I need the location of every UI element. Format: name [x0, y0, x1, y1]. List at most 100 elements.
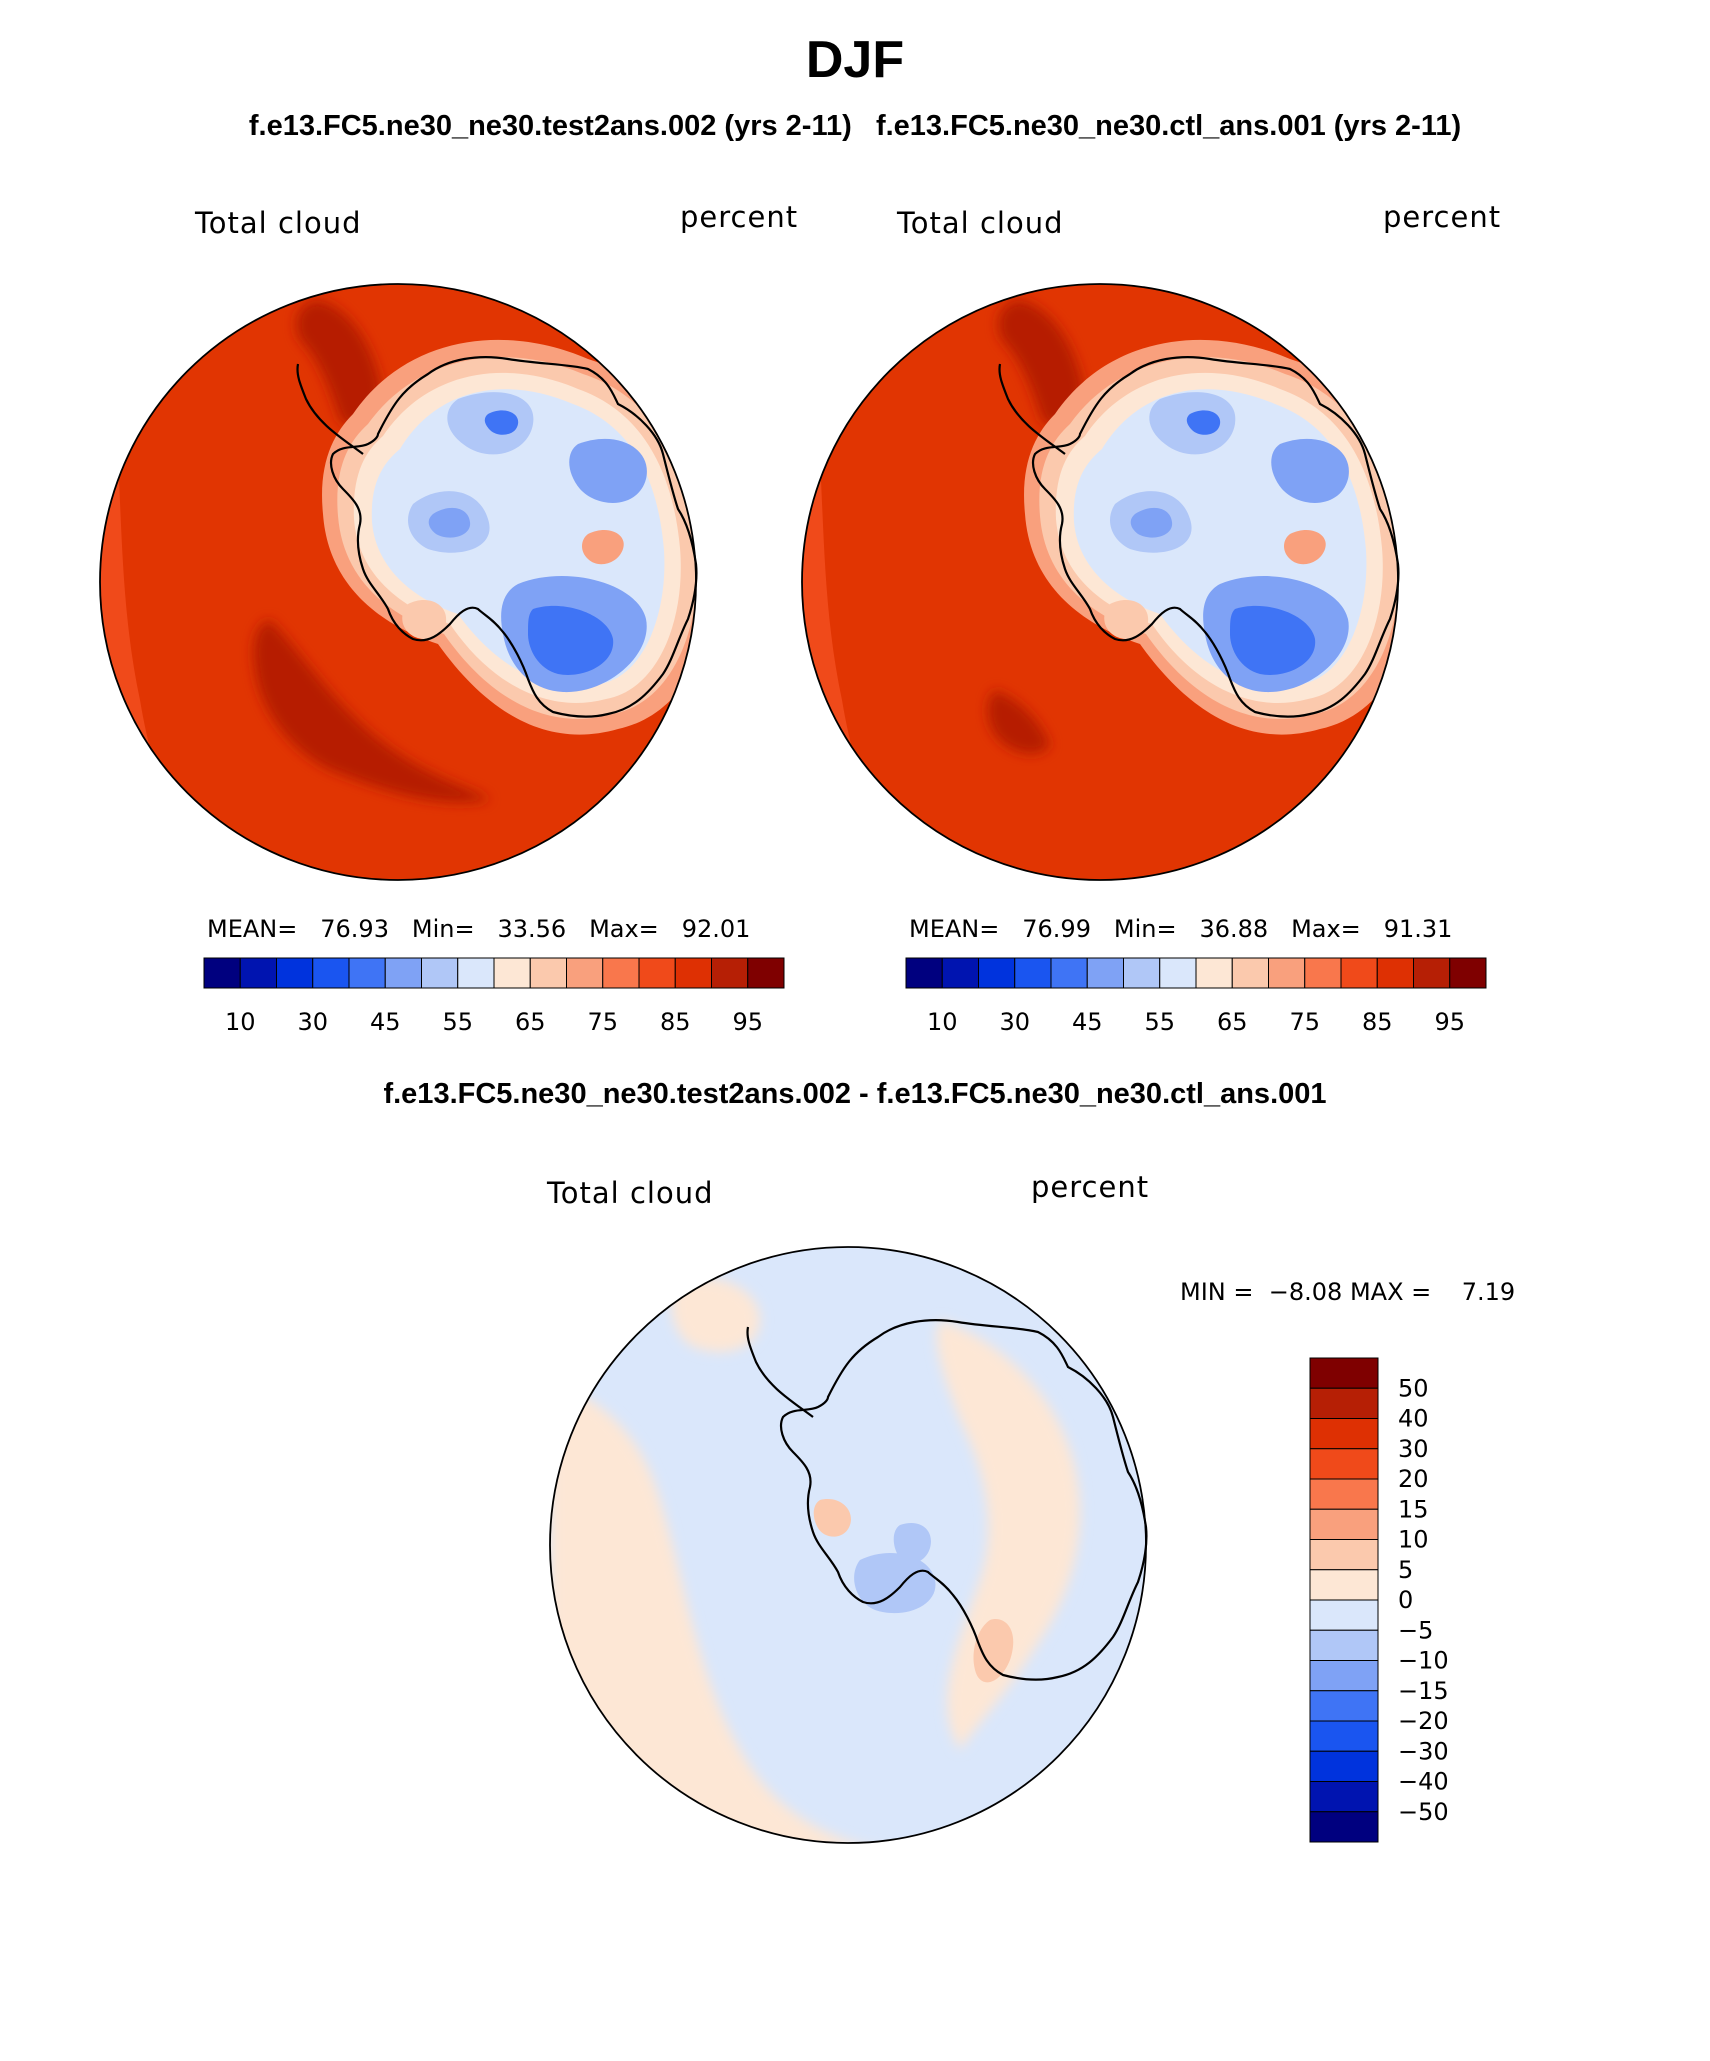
panel2-colorbar-box — [941, 957, 979, 989]
panel2-min: 36.88 — [1199, 915, 1269, 943]
panel3-stats: MIN = −8.08 MAX = 7.19 — [1180, 1278, 1516, 1306]
panel2-colorbar-box — [1231, 957, 1269, 989]
panel1-variable-label: Total cloud — [195, 206, 362, 240]
panel3-variable-label: Total cloud — [547, 1176, 714, 1210]
panel2-units-label: percent — [1383, 200, 1502, 234]
subtitle-left: f.e13.FC5.ne30_ne30.test2ans.002 (yrs 2-… — [248, 110, 852, 142]
panel1-colorbar-box — [203, 957, 241, 989]
panel2-colorbar-box — [1304, 957, 1342, 989]
panel1-colorbar-label: 55 — [442, 1008, 473, 1036]
panel3-max: 7.19 — [1461, 1278, 1516, 1306]
difference-colorbar-label: 20 — [1398, 1465, 1429, 1493]
panel2-colorbar-label: 75 — [1289, 1008, 1320, 1036]
difference-colorbar-label: 10 — [1398, 1526, 1429, 1554]
panel2-map — [801, 283, 1400, 881]
difference-colorbar-label: −20 — [1398, 1707, 1449, 1735]
panel1-mean: 76.93 — [320, 915, 389, 943]
panel1-min: 33.56 — [497, 915, 567, 943]
panel1-colorbar-label: 65 — [515, 1008, 546, 1036]
panel1-colorbar-label: 85 — [660, 1008, 691, 1036]
difference-colorbar-box — [1309, 1508, 1379, 1540]
panel2-colorbar-box — [1014, 957, 1052, 989]
difference-colorbar-box — [1309, 1418, 1379, 1450]
panel1-colorbar-box — [747, 957, 785, 989]
panel1-boundary — [99, 283, 697, 881]
panel1-max: 92.01 — [681, 915, 751, 943]
panel1-colorbar-box — [529, 957, 567, 989]
panel2-colorbar: 10 30 45 55 65 75 85 95 — [905, 957, 1487, 1036]
panel1-colorbar-box — [348, 957, 386, 989]
panel1-colorbar: 10 30 45 55 65 75 85 95 — [203, 957, 785, 1036]
panel1-colorbar-box — [312, 957, 350, 989]
panel1-units-label: percent — [680, 200, 799, 234]
panel2-stats: MEAN= 76.99 Min= 36.88 Max= 91.31 — [909, 915, 1453, 943]
difference-colorbar-label: 15 — [1398, 1495, 1429, 1523]
panel2-variable-label: Total cloud — [897, 206, 1064, 240]
panel1-colorbar-box — [421, 957, 459, 989]
panel2-colorbar-box — [1050, 957, 1088, 989]
difference-title: f.e13.FC5.ne30_ne30.test2ans.002 - f.e13… — [383, 1078, 1327, 1110]
difference-colorbar-box — [1309, 1811, 1379, 1843]
figure-subtitle: f.e13.FC5.ne30_ne30.test2ans.002 (yrs 2-… — [0, 110, 1710, 143]
difference-colorbar-label: −15 — [1398, 1677, 1449, 1705]
panel1-colorbar-box — [711, 957, 749, 989]
panel2-colorbar-label: 45 — [1072, 1008, 1103, 1036]
panel1-colorbar-label: 45 — [370, 1008, 401, 1036]
panel2-colorbar-box — [1449, 957, 1487, 989]
panel1-colorbar-box — [638, 957, 676, 989]
panel3-units-label: percent — [1031, 1170, 1150, 1204]
panel2-boundary — [801, 283, 1399, 881]
difference-colorbar-label: −40 — [1398, 1768, 1449, 1796]
difference-colorbar-box — [1309, 1448, 1379, 1480]
difference-colorbar-box — [1309, 1629, 1379, 1661]
difference-colorbar-box — [1309, 1690, 1379, 1722]
panel1-colorbar-box — [276, 957, 314, 989]
panel2-colorbar-label: 55 — [1144, 1008, 1175, 1036]
difference-colorbar-box — [1309, 1478, 1379, 1510]
panel2-colorbar-box — [1159, 957, 1197, 989]
panel1-colorbar-label: 10 — [225, 1008, 256, 1036]
difference-colorbar-label: 50 — [1398, 1374, 1429, 1402]
panel2-colorbar-label: 10 — [927, 1008, 958, 1036]
panel2-colorbar-box — [905, 957, 943, 989]
panel1-stats: MEAN= 76.93 Min= 33.56 Max= 92.01 — [207, 915, 751, 943]
panel2-colorbar-box — [1268, 957, 1306, 989]
difference-colorbar-box — [1309, 1387, 1379, 1419]
panel1-map — [99, 283, 698, 881]
panel1-colorbar-box — [239, 957, 277, 989]
panel1-colorbar-box — [457, 957, 495, 989]
panel1-colorbar-label: 30 — [297, 1008, 328, 1036]
difference-colorbar-box — [1309, 1357, 1379, 1389]
panel1-colorbar-box — [602, 957, 640, 989]
subtitle-right: f.e13.FC5.ne30_ne30.ctl_ans.001 (yrs 2-1… — [875, 110, 1462, 142]
panel3-min: −8.08 — [1268, 1278, 1343, 1306]
difference-colorbar-box — [1309, 1539, 1379, 1571]
difference-colorbar-label: 30 — [1398, 1435, 1429, 1463]
panel2-colorbar-label: 95 — [1434, 1008, 1465, 1036]
panel2-colorbar-box — [1086, 957, 1124, 989]
panel2-colorbar-box — [1340, 957, 1378, 989]
panel2-colorbar-label: 30 — [999, 1008, 1030, 1036]
figure-title: DJF — [805, 31, 905, 89]
panel2-colorbar-box — [1195, 957, 1233, 989]
panel2-colorbar-box — [1123, 957, 1161, 989]
panel1-colorbar-box — [493, 957, 531, 989]
difference-colorbar-label: −30 — [1398, 1737, 1449, 1765]
panel2-max: 91.31 — [1383, 915, 1453, 943]
panel1-colorbar-box — [566, 957, 604, 989]
difference-colorbar-label: 5 — [1398, 1556, 1413, 1584]
panel1-colorbar-box — [384, 957, 422, 989]
panel1-colorbar-label: 95 — [732, 1008, 763, 1036]
panel2-colorbar-box — [1413, 957, 1451, 989]
difference-colorbar-box — [1309, 1660, 1379, 1692]
panel2-colorbar-label: 65 — [1217, 1008, 1248, 1036]
difference-colorbar-label: 40 — [1398, 1405, 1429, 1433]
panel1-colorbar-label: 75 — [587, 1008, 618, 1036]
panel2-colorbar-label: 85 — [1362, 1008, 1393, 1036]
difference-colorbar-label: 0 — [1398, 1586, 1413, 1614]
panel3-boundary — [549, 1246, 1147, 1844]
difference-colorbar-box — [1309, 1720, 1379, 1752]
panel2-colorbar-box — [1376, 957, 1414, 989]
difference-colorbar-label: −50 — [1398, 1798, 1449, 1826]
